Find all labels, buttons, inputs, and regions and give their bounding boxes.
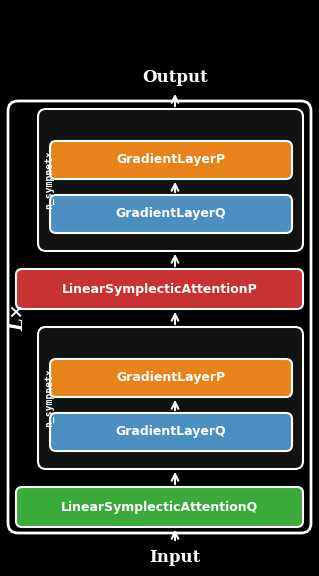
Text: GradientLayerP: GradientLayerP xyxy=(116,153,226,166)
Text: GradientLayerQ: GradientLayerQ xyxy=(116,426,226,438)
Text: LinearSymplecticAttentionP: LinearSymplecticAttentionP xyxy=(62,282,257,295)
FancyBboxPatch shape xyxy=(50,359,292,397)
FancyBboxPatch shape xyxy=(50,195,292,233)
Text: Input: Input xyxy=(149,550,201,567)
Text: GradientLayerQ: GradientLayerQ xyxy=(116,207,226,221)
Text: GradientLayerP: GradientLayerP xyxy=(116,372,226,385)
FancyBboxPatch shape xyxy=(50,141,292,179)
Text: L×: L× xyxy=(9,303,27,331)
Text: Output: Output xyxy=(142,69,208,85)
FancyBboxPatch shape xyxy=(16,487,303,527)
FancyBboxPatch shape xyxy=(8,101,311,533)
Text: n_sympnet×: n_sympnet× xyxy=(44,151,54,209)
FancyBboxPatch shape xyxy=(38,327,303,469)
FancyBboxPatch shape xyxy=(16,269,303,309)
FancyBboxPatch shape xyxy=(50,413,292,451)
Text: n_sympnet×: n_sympnet× xyxy=(44,369,54,427)
FancyBboxPatch shape xyxy=(38,109,303,251)
Text: LinearSymplecticAttentionQ: LinearSymplecticAttentionQ xyxy=(61,501,258,513)
